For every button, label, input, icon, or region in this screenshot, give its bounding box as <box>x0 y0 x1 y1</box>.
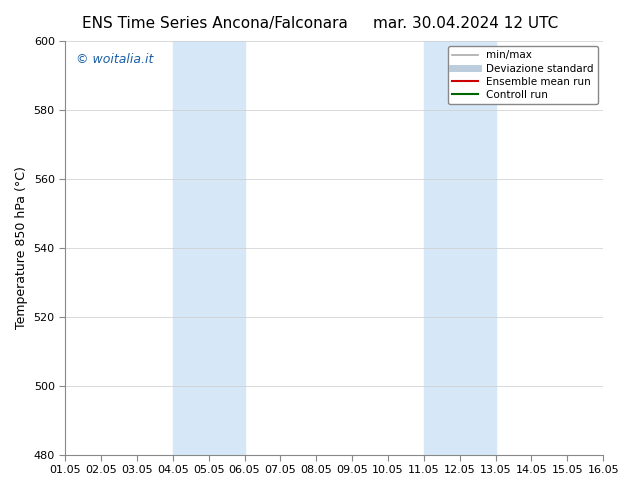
Legend: min/max, Deviazione standard, Ensemble mean run, Controll run: min/max, Deviazione standard, Ensemble m… <box>448 46 598 104</box>
Text: mar. 30.04.2024 12 UTC: mar. 30.04.2024 12 UTC <box>373 16 558 31</box>
Bar <box>424 41 496 455</box>
Text: ENS Time Series Ancona/Falconara: ENS Time Series Ancona/Falconara <box>82 16 348 31</box>
Y-axis label: Temperature 850 hPa (°C): Temperature 850 hPa (°C) <box>15 167 28 329</box>
Bar <box>173 41 245 455</box>
Text: © woitalia.it: © woitalia.it <box>76 53 153 67</box>
